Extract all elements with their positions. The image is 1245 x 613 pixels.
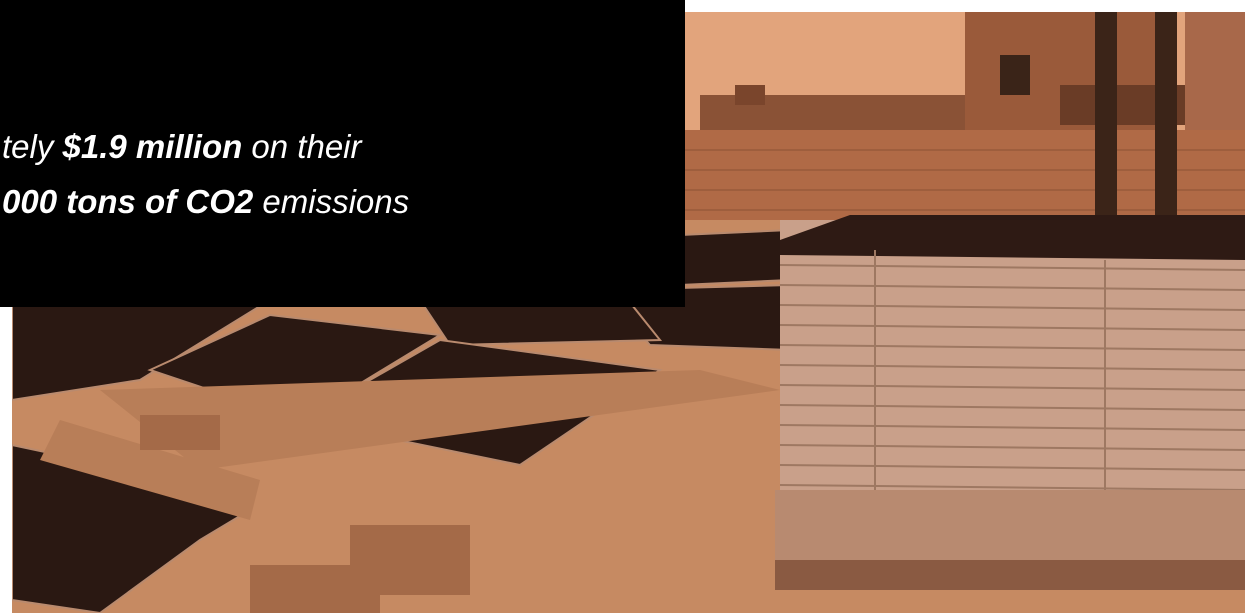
emphasis: 000 tons of CO2 xyxy=(2,183,254,220)
text: on their xyxy=(242,128,362,165)
emphasis: $1.9 million xyxy=(62,128,243,165)
headline-line: tely $1.9 million on their xyxy=(2,130,362,163)
text: tely xyxy=(2,128,63,165)
headline-box: tely $1.9 million on their 000 tons of C… xyxy=(0,0,685,307)
headline-line: 000 tons of CO2 emissions xyxy=(2,185,409,218)
text: emissions xyxy=(253,183,410,220)
